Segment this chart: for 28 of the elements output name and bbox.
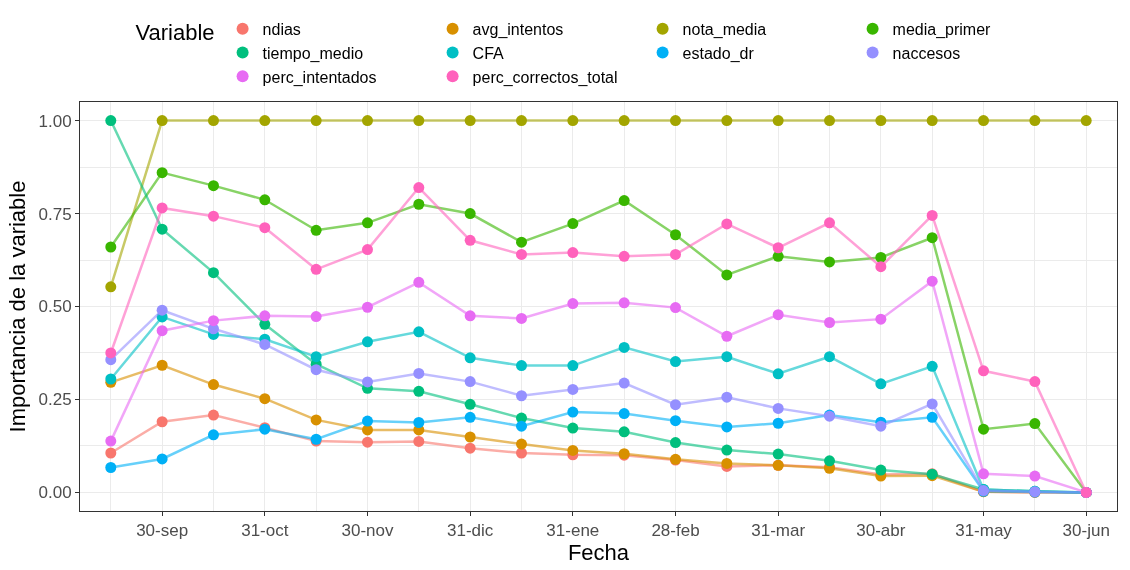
legend-label: tiempo_medio [262,44,364,63]
y-tick-label: 1.00 [38,111,72,131]
x-tick-label: 30-nov [341,521,394,541]
legend-label: nota_media [682,20,767,39]
x-tick-label: 31-oct [241,521,289,541]
y-axis-title: Importancia de la variable [5,180,31,433]
legend-label: avg_intentos [472,20,564,39]
legend-label: naccesos [892,44,961,62]
x-tick-label: 31-dic [447,521,494,541]
legend-label: ndias [262,20,301,38]
y-tick-label: 0.00 [38,483,72,503]
legend-label: estado_dr [682,44,755,63]
x-tick-label: 30-jun [1062,521,1110,541]
legend-label: perc_intentados [262,68,377,87]
x-tick-label: 31-ene [546,521,600,541]
legend-label: CFA [472,44,505,62]
x-tick-label: 31-mar [751,521,806,541]
x-tick-label: 31-may [955,521,1013,541]
y-tick-label: 0.75 [38,204,72,224]
x-tick-label: 28-feb [651,521,700,541]
legend-label: media_primer [892,20,992,39]
x-axis-title: Fecha [567,540,630,566]
y-tick-label: 0.50 [38,297,72,317]
x-tick-label: 30-abr [856,521,906,541]
legend-title: Variable [135,20,215,46]
legend-label: perc_correctos_total [472,68,618,87]
x-tick-label: 30-sep [136,521,189,541]
y-tick-label: 0.25 [38,390,72,410]
